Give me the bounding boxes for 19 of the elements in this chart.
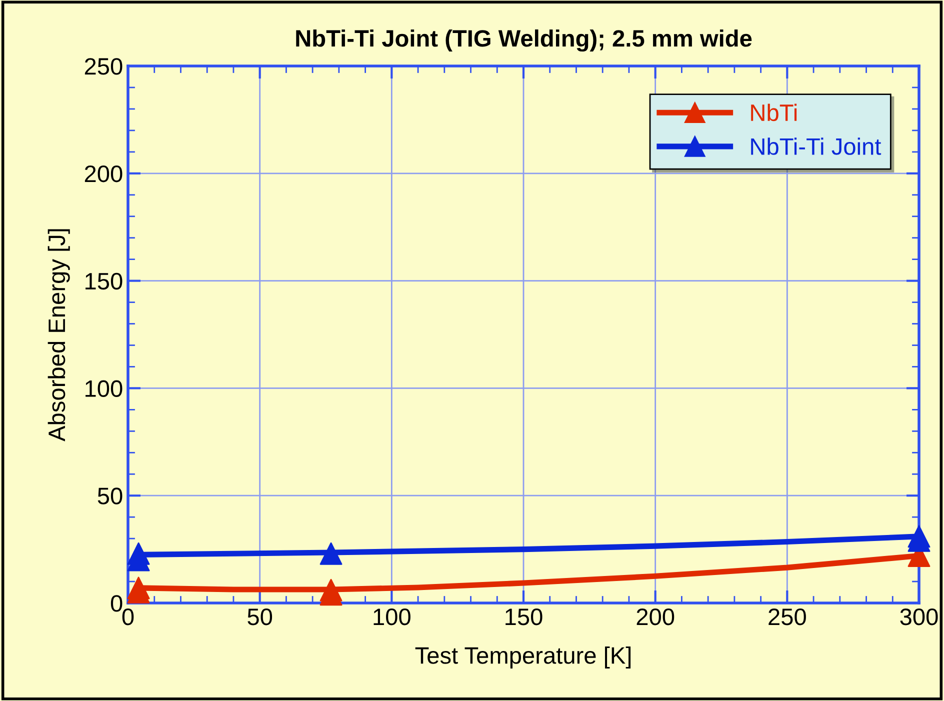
- x-tick-label: 250: [768, 608, 806, 626]
- x-tick-label: 150: [506, 608, 542, 626]
- y-tick-label: 200: [84, 165, 122, 182]
- y-tick-label: 150: [86, 272, 122, 290]
- x-tick-label: 100: [374, 608, 410, 626]
- x-tick-label: 300: [900, 608, 938, 626]
- x-axis-title: Test Temperature [K]: [415, 646, 631, 669]
- x-tick-label: 0: [122, 608, 134, 626]
- y-tick-label: 100: [86, 380, 122, 397]
- legend-label: NbTi-Ti Joint: [751, 138, 882, 155]
- y-tick-label: 50: [98, 488, 122, 504]
- point: [320, 542, 342, 565]
- y-axis-title: Absorbed Energy [J]: [48, 229, 70, 442]
- y-tick-label: 0: [110, 595, 122, 612]
- y-tick-label: 250: [84, 58, 122, 75]
- legend-label: NbTi: [751, 104, 797, 122]
- x-tick-label: 200: [636, 608, 674, 626]
- x-tick-label: 50: [248, 608, 272, 626]
- chart-title: NbTi-Ti Joint (TIG Welding); 2.5 mm wide: [296, 29, 752, 52]
